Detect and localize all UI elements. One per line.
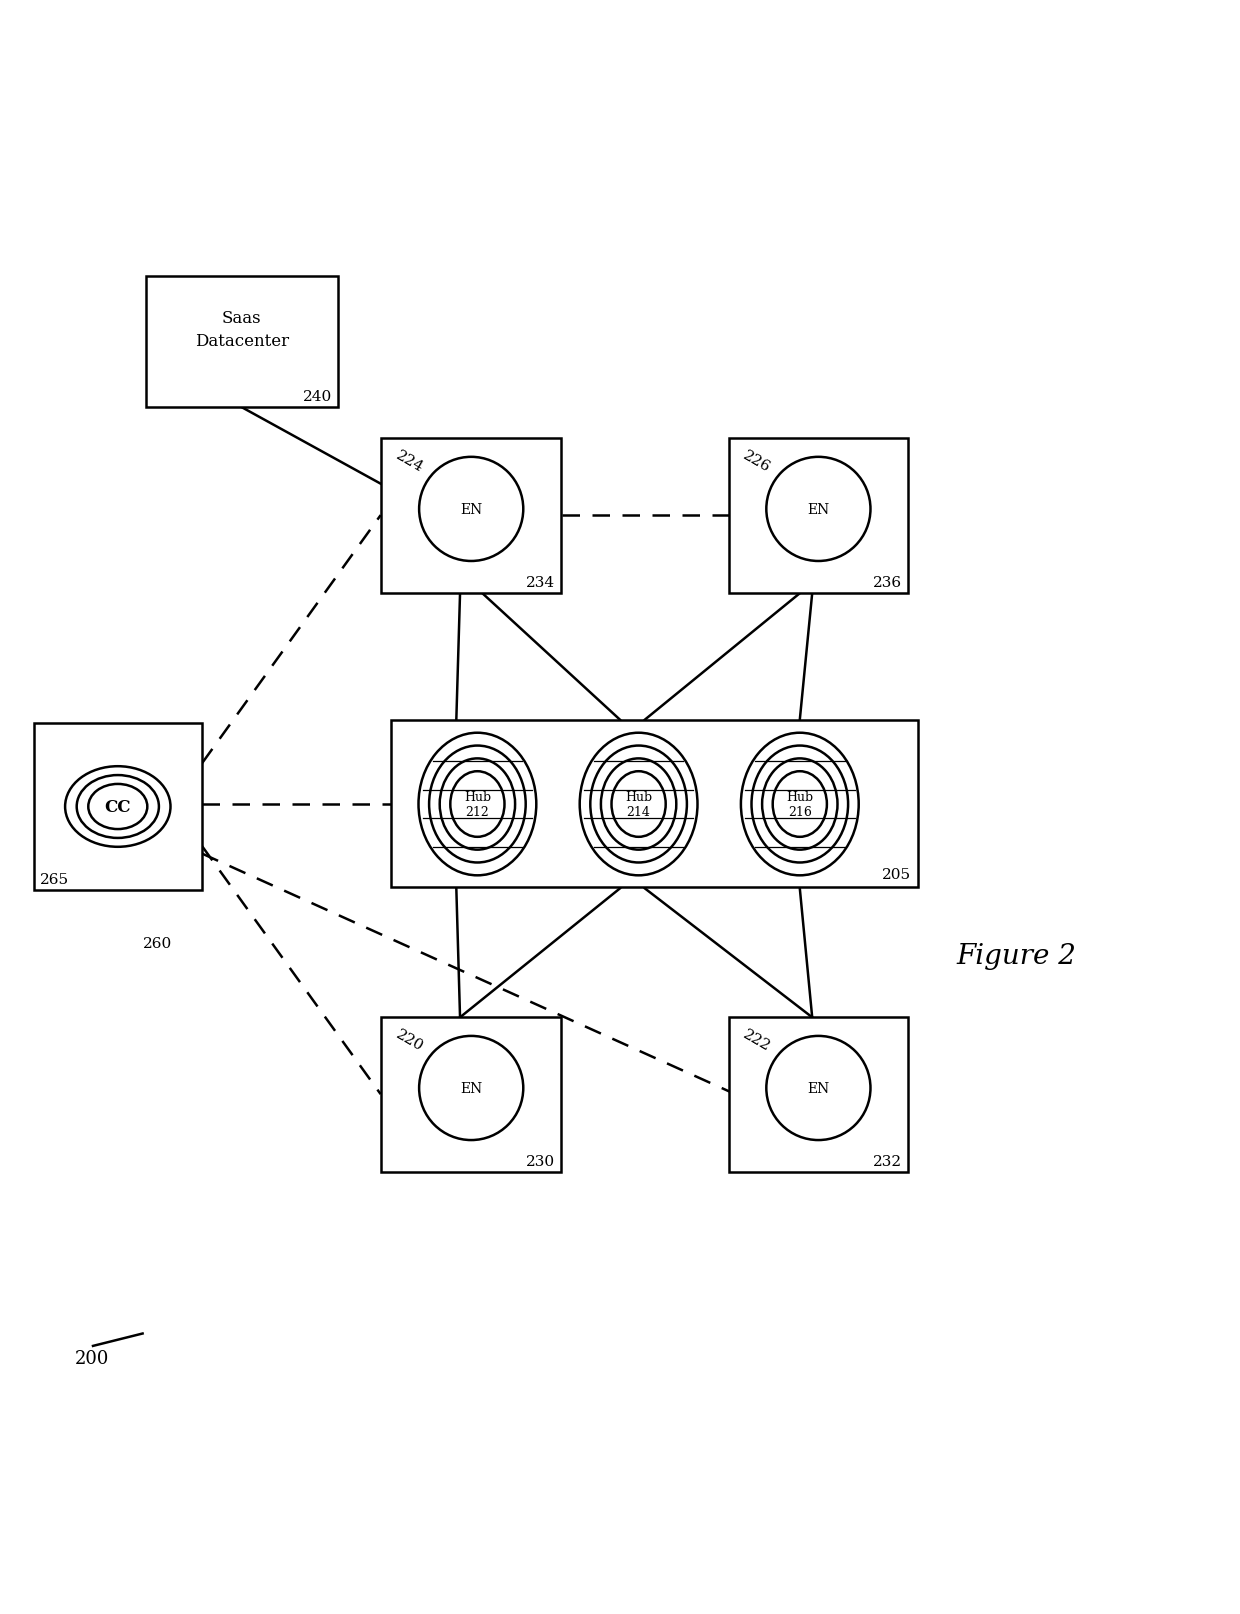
Ellipse shape xyxy=(419,733,537,876)
Ellipse shape xyxy=(440,759,515,851)
Ellipse shape xyxy=(580,733,697,876)
Bar xyxy=(382,1017,560,1172)
Bar xyxy=(33,723,201,891)
Text: Saas
Datacenter: Saas Datacenter xyxy=(195,310,289,350)
Ellipse shape xyxy=(590,746,687,863)
Text: EN: EN xyxy=(807,1081,830,1096)
Text: 200: 200 xyxy=(74,1349,109,1367)
Text: 224: 224 xyxy=(394,449,427,475)
Ellipse shape xyxy=(773,771,827,838)
Ellipse shape xyxy=(611,771,666,838)
Circle shape xyxy=(766,457,870,562)
Text: 232: 232 xyxy=(873,1154,903,1169)
Text: 234: 234 xyxy=(526,576,556,589)
Text: Hub
212: Hub 212 xyxy=(464,791,491,818)
Text: Hub
216: Hub 216 xyxy=(786,791,813,818)
Text: 222: 222 xyxy=(742,1027,774,1054)
Bar xyxy=(729,1017,908,1172)
Circle shape xyxy=(419,457,523,562)
Text: 230: 230 xyxy=(526,1154,556,1169)
Ellipse shape xyxy=(601,759,676,851)
Ellipse shape xyxy=(763,759,837,851)
Ellipse shape xyxy=(429,746,526,863)
Bar xyxy=(382,439,560,594)
Text: 226: 226 xyxy=(742,449,774,475)
Text: 205: 205 xyxy=(883,867,911,881)
Text: CC: CC xyxy=(104,799,131,815)
Text: 240: 240 xyxy=(303,389,332,404)
Bar xyxy=(391,720,918,888)
Text: EN: EN xyxy=(460,1081,482,1096)
Ellipse shape xyxy=(751,746,848,863)
Text: 236: 236 xyxy=(873,576,903,589)
Text: 260: 260 xyxy=(143,936,172,951)
Text: 220: 220 xyxy=(394,1027,427,1054)
Circle shape xyxy=(766,1036,870,1141)
Ellipse shape xyxy=(742,733,858,876)
Ellipse shape xyxy=(450,771,505,838)
Text: Figure 2: Figure 2 xyxy=(957,943,1076,968)
Ellipse shape xyxy=(77,776,159,838)
Bar xyxy=(729,439,908,594)
Text: 265: 265 xyxy=(40,873,69,888)
Circle shape xyxy=(419,1036,523,1141)
Text: Hub
214: Hub 214 xyxy=(625,791,652,818)
Ellipse shape xyxy=(64,767,171,847)
Text: EN: EN xyxy=(460,502,482,516)
Bar xyxy=(146,278,339,407)
Ellipse shape xyxy=(88,784,148,830)
Text: EN: EN xyxy=(807,502,830,516)
